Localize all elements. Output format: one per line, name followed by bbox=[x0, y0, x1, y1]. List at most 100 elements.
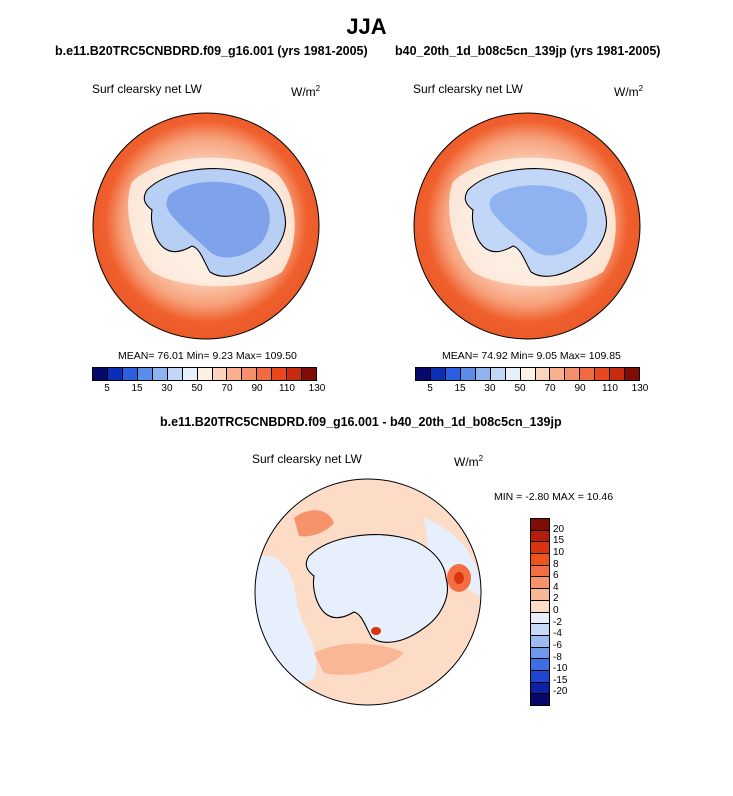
diff-polar-map bbox=[254, 478, 482, 706]
left-antarctica-interior bbox=[166, 181, 270, 258]
diff-panel-stats: MIN = -2.80 MAX = 10.46 bbox=[494, 491, 614, 503]
diff-hotspot-northwest bbox=[294, 510, 334, 537]
diff-colorbar-swatch bbox=[531, 565, 549, 578]
diff-colorbar-label: -15 bbox=[553, 674, 568, 686]
right-panel-variable: Surf clearsky net LW bbox=[413, 82, 523, 96]
colorbar-swatch bbox=[445, 368, 461, 380]
right-panel-stats: MEAN= 74.92 Min= 9.05 Max= 109.85 bbox=[442, 350, 621, 362]
diff-colorbar-label: 10 bbox=[553, 546, 565, 558]
left-polar-map bbox=[92, 112, 320, 340]
diff-colorbar-label: -20 bbox=[553, 686, 568, 698]
colorbar-swatch bbox=[505, 368, 521, 380]
colorbar-swatch bbox=[287, 368, 303, 380]
colorbar-swatch bbox=[302, 368, 317, 380]
diff-colorbar-swatch bbox=[531, 670, 549, 683]
colorbar-swatch bbox=[416, 368, 431, 380]
diff-colorbar-swatch bbox=[531, 635, 549, 648]
left-colorbar: 5 15 30 50 70 90 110 130 bbox=[92, 367, 325, 397]
diff-colorbar-swatch bbox=[531, 647, 549, 660]
diff-colorbar-label: 8 bbox=[553, 558, 559, 570]
colorbar-tick-label: 110 bbox=[279, 383, 295, 394]
colorbar-swatch bbox=[625, 368, 640, 380]
colorbar-swatch bbox=[107, 368, 123, 380]
diff-colorbar-swatch bbox=[531, 530, 549, 543]
diff-colorbar-swatch bbox=[531, 682, 549, 695]
colorbar-swatch bbox=[565, 368, 581, 380]
diff-hotspot-coast bbox=[371, 627, 381, 635]
colorbar-tick-label: 90 bbox=[574, 383, 586, 394]
colorbar-swatch bbox=[535, 368, 551, 380]
diff-colorbar-label: -2 bbox=[553, 616, 562, 628]
colorbar-tick-label: 5 bbox=[427, 383, 433, 394]
diff-colorbar-swatch bbox=[531, 519, 549, 531]
diff-panel-units: W/m2 bbox=[454, 454, 484, 469]
diff-colorbar-swatch bbox=[531, 554, 549, 566]
right-coastline bbox=[464, 168, 607, 277]
diff-colorbar-swatch bbox=[531, 542, 549, 555]
colorbar-tick-label: 15 bbox=[454, 383, 466, 394]
colorbar-swatch bbox=[152, 368, 168, 380]
colorbar-swatch bbox=[167, 368, 183, 380]
diff-colorbar-label: 0 bbox=[553, 605, 559, 616]
left-coastline bbox=[143, 168, 286, 277]
colorbar-tick-label: 50 bbox=[514, 383, 526, 394]
left-panel-variable: Surf clearsky net LW bbox=[92, 82, 202, 96]
colorbar-tick-label: 110 bbox=[602, 383, 618, 394]
diff-colorbar-label: 15 bbox=[553, 535, 565, 547]
colorbar-tick-label: 130 bbox=[631, 383, 649, 394]
colorbar-tick-label: 5 bbox=[104, 383, 110, 394]
colorbar-tick-label: 130 bbox=[308, 383, 326, 394]
colorbar-swatch bbox=[580, 368, 596, 380]
colorbar-swatch bbox=[137, 368, 153, 380]
left-panel-stats: MEAN= 76.01 Min= 9.23 Max= 109.50 bbox=[118, 350, 297, 362]
diff-colorbar-label: -6 bbox=[553, 639, 562, 651]
diff-colorbar-label: -8 bbox=[553, 651, 562, 663]
colorbar-swatch bbox=[182, 368, 198, 380]
colorbar-tick-label: 90 bbox=[251, 383, 263, 394]
right-panel-units: W/m2 bbox=[614, 84, 644, 99]
colorbar-swatch bbox=[242, 368, 258, 380]
colorbar-swatch bbox=[595, 368, 611, 380]
colorbar-swatch bbox=[93, 368, 108, 380]
diff-panel-title: b.e11.B20TRC5CNBDRD.f09_g16.001 - b40_20… bbox=[160, 415, 562, 429]
colorbar-swatch bbox=[272, 368, 288, 380]
colorbar-tick-label: 30 bbox=[161, 383, 173, 394]
colorbar-swatch bbox=[122, 368, 138, 380]
right-antarctica-interior bbox=[489, 185, 588, 256]
diff-colorbar-label: 4 bbox=[553, 581, 559, 593]
diff-antarctica-fill bbox=[306, 534, 448, 643]
colorbar-tick-label: 70 bbox=[544, 383, 556, 394]
colorbar-swatch bbox=[430, 368, 446, 380]
right-colorbar: 5 15 30 50 70 90 110 130 bbox=[415, 367, 648, 397]
right-polar-map bbox=[413, 112, 641, 340]
colorbar-swatch bbox=[490, 368, 506, 380]
diff-colorbar-label: 6 bbox=[553, 570, 559, 582]
colorbar-swatch bbox=[475, 368, 491, 380]
colorbar-swatch bbox=[227, 368, 243, 380]
figure-title: JJA bbox=[346, 14, 387, 39]
diff-panel-variable: Surf clearsky net LW bbox=[252, 452, 362, 466]
diff-colorbar-label: -4 bbox=[553, 628, 562, 640]
colorbar-tick-label: 15 bbox=[131, 383, 143, 394]
right-panel-case-title: b40_20th_1d_b08c5cn_139jp (yrs 1981-2005… bbox=[395, 44, 661, 58]
diff-colorbar-swatch bbox=[531, 577, 549, 590]
diff-colorbar-swatch bbox=[531, 612, 549, 625]
diff-colorbar-swatch bbox=[531, 600, 549, 613]
diff-colorbar-swatch bbox=[531, 624, 549, 636]
colorbar-swatch bbox=[460, 368, 476, 380]
colorbar-swatch bbox=[257, 368, 273, 380]
diff-colorbar-label: 20 bbox=[553, 523, 565, 535]
diff-colorbar bbox=[530, 518, 550, 706]
diff-colorbar-label: 2 bbox=[553, 593, 559, 605]
colorbar-tick-label: 70 bbox=[221, 383, 233, 394]
colorbar-tick-label: 50 bbox=[191, 383, 203, 394]
diff-colorbar-label: -10 bbox=[553, 663, 568, 675]
colorbar-swatch bbox=[550, 368, 566, 380]
left-panel-units: W/m2 bbox=[291, 84, 321, 99]
diff-colorbar-labels: 20 15 10 8 6 4 2 0 -2 -4 -6 -8 -10 -15 -20 bbox=[553, 518, 593, 704]
left-panel-case-title: b.e11.B20TRC5CNBDRD.f09_g16.001 (yrs 198… bbox=[55, 44, 368, 58]
colorbar-swatch bbox=[610, 368, 626, 380]
diff-colorbar-swatch bbox=[531, 694, 549, 705]
colorbar-swatch bbox=[212, 368, 228, 380]
diff-colorbar-swatch bbox=[531, 589, 549, 601]
